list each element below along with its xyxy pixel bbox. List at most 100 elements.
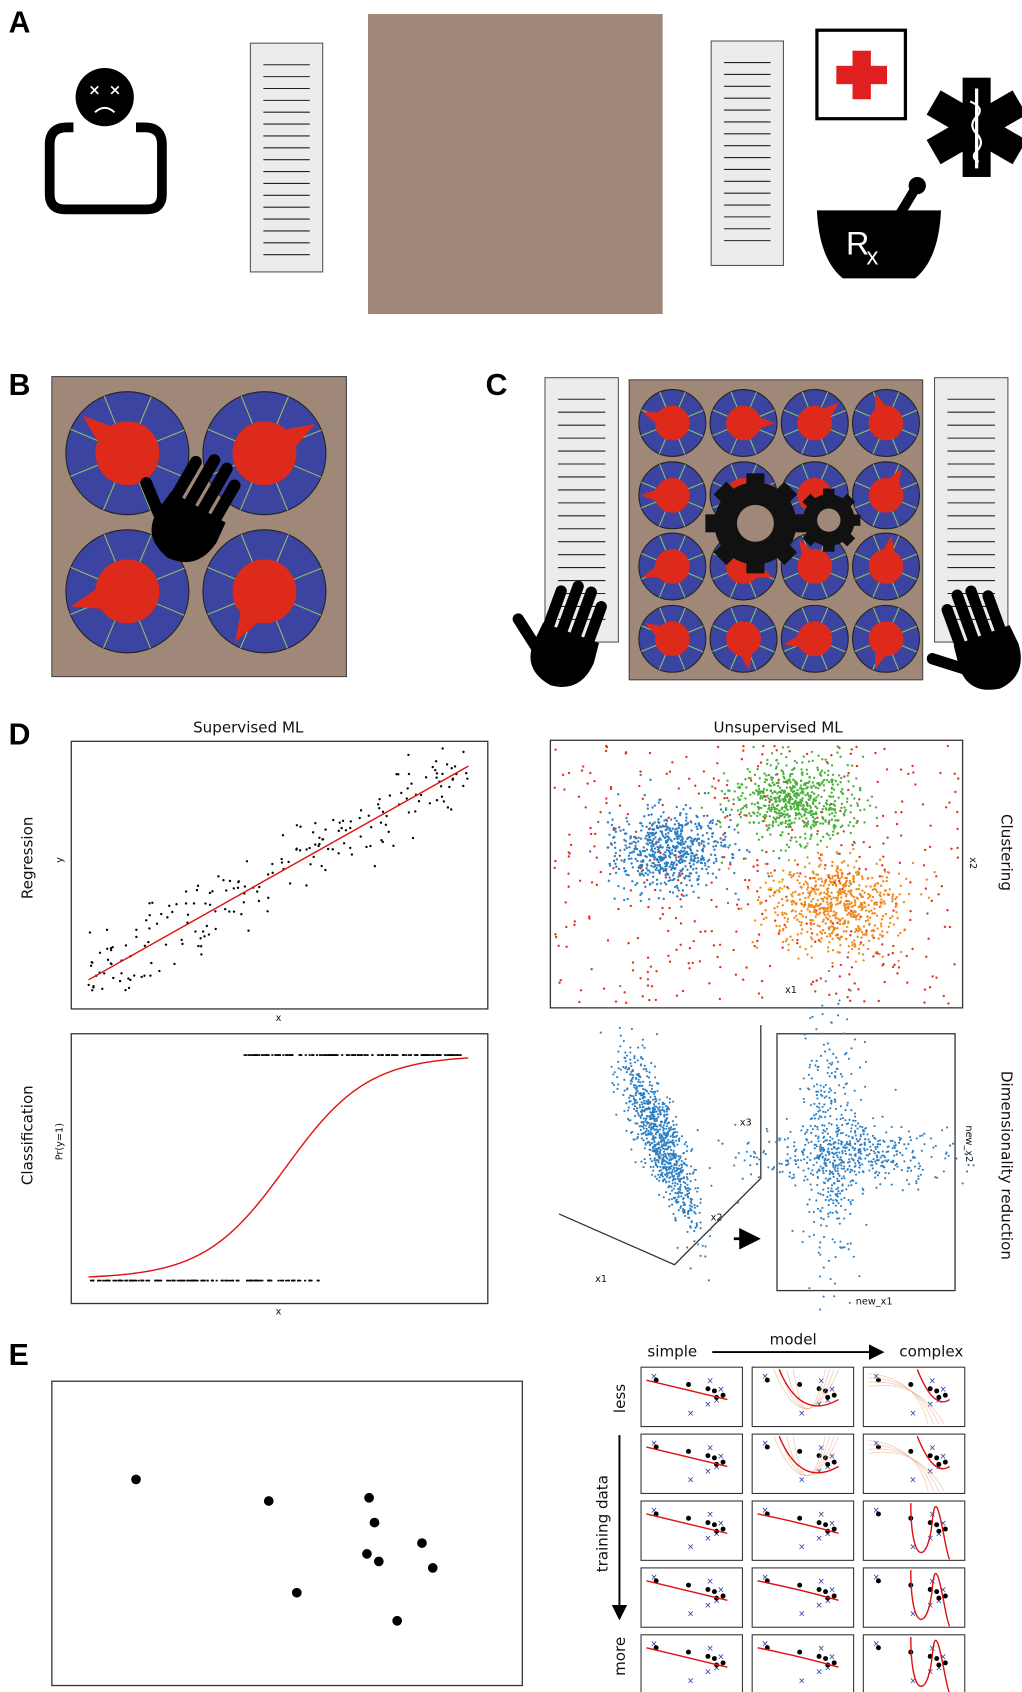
scatter-point xyxy=(842,793,844,795)
scatter-point xyxy=(795,1163,797,1165)
scatter-point xyxy=(659,1166,661,1168)
scatter-point xyxy=(649,1111,651,1113)
scatter-point xyxy=(902,1189,904,1191)
scatter-point xyxy=(665,876,667,878)
scatter-point xyxy=(754,919,756,921)
scatter-point xyxy=(701,868,703,870)
scatter-point xyxy=(678,1172,680,1174)
scatter-point xyxy=(644,1147,646,1149)
scatter-point xyxy=(447,806,449,808)
scatter-point xyxy=(618,826,620,828)
scatter-point xyxy=(650,1062,652,1064)
scatter-point xyxy=(635,831,637,833)
scatter-point xyxy=(763,804,765,806)
scatter-point xyxy=(848,1058,850,1060)
scatter-point xyxy=(651,854,653,856)
scatter-point xyxy=(852,878,854,880)
scatter-point xyxy=(692,891,694,893)
scatter-point xyxy=(806,1179,808,1181)
scatter-point xyxy=(684,1215,686,1217)
scatter-point xyxy=(215,928,217,930)
scatter-point xyxy=(883,1166,885,1168)
scatter-point xyxy=(635,1077,637,1079)
scatter-point xyxy=(788,1176,790,1178)
scatter-point xyxy=(726,797,728,799)
scatter-point xyxy=(91,961,93,963)
scatter-point xyxy=(920,1174,922,1176)
scatter-point xyxy=(666,1108,668,1110)
scatter-point xyxy=(828,1091,830,1093)
scatter-point xyxy=(623,1057,625,1059)
scatter-point xyxy=(653,1140,655,1142)
scatter-point xyxy=(779,815,781,817)
dot-marker xyxy=(817,1520,822,1525)
scatter-point xyxy=(147,941,149,943)
scatter-point xyxy=(831,877,833,879)
dot-marker xyxy=(686,1583,691,1588)
scatter-point xyxy=(648,898,650,900)
scatter-point xyxy=(754,783,756,785)
scatter-point xyxy=(819,931,821,933)
class-point xyxy=(305,1054,307,1056)
scatter-point xyxy=(866,1148,868,1150)
scatter-point xyxy=(846,1169,848,1171)
scatter-point xyxy=(651,1091,653,1093)
scatter-point xyxy=(810,919,812,921)
scatter-point xyxy=(778,800,780,802)
scatter-point xyxy=(704,930,706,932)
scatter-point xyxy=(640,1094,642,1096)
dot-marker xyxy=(934,1388,939,1393)
scatter-point xyxy=(854,902,856,904)
scatter-point xyxy=(794,891,796,893)
scatter-point xyxy=(766,795,768,797)
scatter-point xyxy=(704,1255,706,1257)
scatter-point xyxy=(884,981,886,983)
scatter-point xyxy=(851,966,853,968)
scatter-point xyxy=(642,1122,644,1124)
class-point xyxy=(92,1280,94,1282)
scatter-point xyxy=(665,829,667,831)
scatter-point xyxy=(791,895,793,897)
scatter-point xyxy=(786,813,788,815)
scatter-point xyxy=(619,985,621,987)
scatter-point xyxy=(832,1053,834,1055)
scatter-point xyxy=(643,1117,645,1119)
scatter-point xyxy=(643,1127,645,1129)
scatter-point xyxy=(754,774,756,776)
class-point xyxy=(312,1054,314,1056)
scatter-point xyxy=(645,1090,647,1092)
scatter-point xyxy=(666,849,668,851)
scatter-point xyxy=(668,866,670,868)
scatter-point xyxy=(862,1171,864,1173)
scatter-point xyxy=(891,898,893,900)
cross-marker: × xyxy=(818,1577,825,1587)
scatter-point xyxy=(795,1160,797,1162)
scatter-point xyxy=(948,1155,950,1157)
scatter-point xyxy=(700,1255,702,1257)
scatter-point xyxy=(828,928,830,930)
scatter-point xyxy=(854,1112,856,1114)
scatter-point xyxy=(941,885,943,887)
scatter-point xyxy=(660,1174,662,1176)
scatter-point xyxy=(187,914,189,916)
scatter-point xyxy=(629,837,631,839)
scatter-point xyxy=(709,1167,711,1169)
scatter-point xyxy=(944,1157,946,1159)
scatter-point xyxy=(794,808,796,810)
scatter-point xyxy=(773,745,775,747)
scatter-point xyxy=(829,935,831,937)
scatter-point xyxy=(649,822,651,824)
scatter-point xyxy=(840,1073,842,1075)
scatter-point xyxy=(858,927,860,929)
scatter-point xyxy=(701,862,703,864)
scatter-point xyxy=(680,1170,682,1172)
cross-marker: × xyxy=(706,1376,713,1386)
scatter-point xyxy=(608,834,610,836)
scatter-point xyxy=(793,768,795,770)
scatter-point xyxy=(953,963,955,965)
scatter-point xyxy=(830,1089,832,1091)
scatter-point xyxy=(847,774,849,776)
scatter-point xyxy=(590,833,592,835)
scatter-point xyxy=(644,850,646,852)
scatter-point xyxy=(836,1128,838,1130)
